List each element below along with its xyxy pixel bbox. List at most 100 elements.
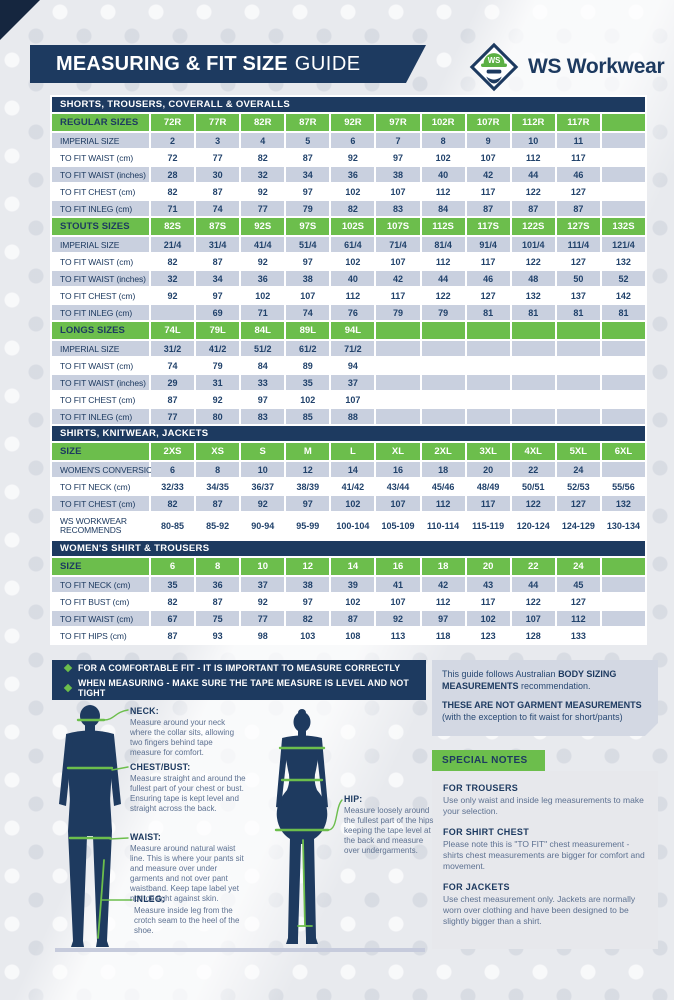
value-cell: 76 bbox=[331, 305, 375, 320]
size-code-cell: 77R bbox=[196, 114, 240, 131]
row-label: TO FIT WAIST (inches) bbox=[52, 271, 149, 286]
value-cell: 92 bbox=[151, 288, 195, 303]
value-cell: 107 bbox=[376, 184, 420, 199]
annotation-text: Measure straight and around the fullest … bbox=[130, 774, 246, 813]
value-cell: 6 bbox=[331, 133, 375, 148]
value-cell: 127 bbox=[556, 496, 600, 511]
annotation-label: INLEG: bbox=[134, 894, 166, 904]
table-row: TO FIT NECK (cm) 32/33 34/35 36/37 38/39 41/4… bbox=[52, 479, 645, 494]
value-cell: 81 bbox=[466, 305, 510, 320]
size-code-cell: 14 bbox=[331, 558, 375, 575]
row-label: TO FIT CHEST (cm) bbox=[52, 496, 149, 511]
fit-advice-line: WHEN MEASURING - MAKE SURE THE TAPE MEAS… bbox=[63, 678, 426, 698]
size-code-cell: 2XS bbox=[151, 443, 195, 460]
table-row: TO FIT INLEG (cm) 77 80 83 85 88 bbox=[52, 409, 645, 424]
fit-advice-line: FOR A COMFORTABLE FIT - IT IS IMPORTANT … bbox=[63, 663, 426, 673]
table-row: TO FIT WAIST (inches) 32 34 36 38 40 42 44 46 48 5… bbox=[52, 271, 645, 286]
value-cell: 121/4 bbox=[601, 237, 645, 252]
value-cell: 83 bbox=[376, 201, 420, 216]
value-cell bbox=[601, 577, 645, 592]
value-cell: 92 bbox=[241, 184, 285, 199]
value-cell: 55/56 bbox=[601, 479, 645, 494]
table-row: TO FIT CHEST (cm) 82 87 92 97 102 107 112 117 122… bbox=[52, 496, 645, 511]
size-code-cell: 92S bbox=[241, 218, 285, 235]
value-cell: 81 bbox=[601, 305, 645, 320]
value-cell: 74 bbox=[286, 305, 330, 320]
note-heading: FOR JACKETS bbox=[443, 882, 510, 893]
table-row: TO FIT WAIST (cm) 72 77 82 87 92 97 102 107 112 11… bbox=[52, 150, 645, 165]
value-cell: 50/51 bbox=[511, 479, 555, 494]
size-header-row: SIZE 6 8 10 12 14 16 18 20 22 24 bbox=[52, 558, 645, 575]
size-code-cell: 87S bbox=[196, 218, 240, 235]
value-cell: 42 bbox=[376, 271, 420, 286]
value-cell: 122 bbox=[421, 288, 465, 303]
value-cell bbox=[421, 358, 465, 373]
size-header-row: SIZE 2XS XS S M L XL 2XL 3XL 4XL 5XL 6XL bbox=[52, 443, 645, 460]
value-cell: 97 bbox=[286, 254, 330, 269]
corner-fold-decoration bbox=[0, 0, 40, 40]
value-cell: 112 bbox=[421, 496, 465, 511]
value-cell: 31 bbox=[196, 375, 240, 390]
value-cell: 82 bbox=[151, 254, 195, 269]
value-cell: 87 bbox=[331, 611, 375, 626]
value-cell: 102 bbox=[466, 611, 510, 626]
value-cell: 41 bbox=[376, 577, 420, 592]
value-cell bbox=[466, 358, 510, 373]
row-label: TO FIT NECK (cm) bbox=[52, 577, 149, 592]
measuring-diagram: NECK: Measure around your neck where the … bbox=[52, 700, 433, 952]
value-cell: 97 bbox=[286, 594, 330, 609]
table-row: TO FIT CHEST (cm) 87 92 97 102 107 bbox=[52, 392, 645, 407]
value-cell bbox=[601, 341, 645, 356]
size-code-cell: XL bbox=[376, 443, 420, 460]
value-cell: 11 bbox=[556, 133, 600, 148]
value-cell: 100-104 bbox=[331, 513, 375, 539]
row-label: TO FIT WAIST (cm) bbox=[52, 358, 149, 373]
annotation-label: NECK: bbox=[130, 706, 159, 716]
value-cell: 82 bbox=[151, 496, 195, 511]
size-code-cell bbox=[421, 322, 465, 339]
measure-annotation: INLEG: Measure inside leg from the crotch… bbox=[134, 894, 246, 936]
row-label: TO FIT WAIST (cm) bbox=[52, 611, 149, 626]
row-label: IMPERIAL SIZE bbox=[52, 237, 149, 252]
value-cell: 85 bbox=[286, 409, 330, 424]
value-cell: 10 bbox=[241, 462, 285, 477]
special-note: FOR JACKETS Use chest measurement only. J… bbox=[443, 882, 647, 927]
row-label: TO FIT NECK (cm) bbox=[52, 479, 149, 494]
value-cell: 9 bbox=[466, 133, 510, 148]
table-row: TO FIT INLEG (cm) 71 74 77 79 82 83 84 87 87 87 bbox=[52, 201, 645, 216]
value-cell: 107 bbox=[511, 611, 555, 626]
size-code-cell: S bbox=[241, 443, 285, 460]
value-cell: 101/4 bbox=[511, 237, 555, 252]
value-cell: 71 bbox=[151, 201, 195, 216]
value-cell: 31/2 bbox=[151, 341, 195, 356]
page-title: MEASURING & FIT SIZE bbox=[56, 52, 288, 75]
value-cell: 46 bbox=[556, 167, 600, 182]
value-cell: 122 bbox=[511, 254, 555, 269]
value-cell: 90-94 bbox=[241, 513, 285, 539]
size-code-cell bbox=[511, 322, 555, 339]
value-cell: 107 bbox=[466, 150, 510, 165]
value-cell: 81 bbox=[556, 305, 600, 320]
value-cell: 41/4 bbox=[241, 237, 285, 252]
value-cell: 79 bbox=[421, 305, 465, 320]
size-code-cell: 102S bbox=[331, 218, 375, 235]
value-cell: 3 bbox=[196, 133, 240, 148]
value-cell: 79 bbox=[286, 201, 330, 216]
svg-text:WS: WS bbox=[488, 56, 501, 65]
value-cell: 50 bbox=[556, 271, 600, 286]
value-cell: 51/4 bbox=[286, 237, 330, 252]
size-code-cell: 132S bbox=[601, 218, 645, 235]
value-cell bbox=[601, 462, 645, 477]
annotation-text: Measure around your neck where the colla… bbox=[130, 718, 235, 757]
row-label: TO FIT INLEG (cm) bbox=[52, 409, 149, 424]
value-cell bbox=[511, 409, 555, 424]
value-cell: 97 bbox=[421, 611, 465, 626]
value-cell bbox=[556, 375, 600, 390]
size-code-cell: 6 bbox=[151, 558, 195, 575]
value-cell: 18 bbox=[421, 462, 465, 477]
measure-annotation: HIP: Measure loosely around the fullest p… bbox=[344, 794, 436, 856]
size-code-cell: 22 bbox=[511, 558, 555, 575]
value-cell: 95-99 bbox=[286, 513, 330, 539]
value-cell: 107 bbox=[331, 392, 375, 407]
annotation-text: Measure loosely around the fullest part … bbox=[344, 806, 434, 855]
